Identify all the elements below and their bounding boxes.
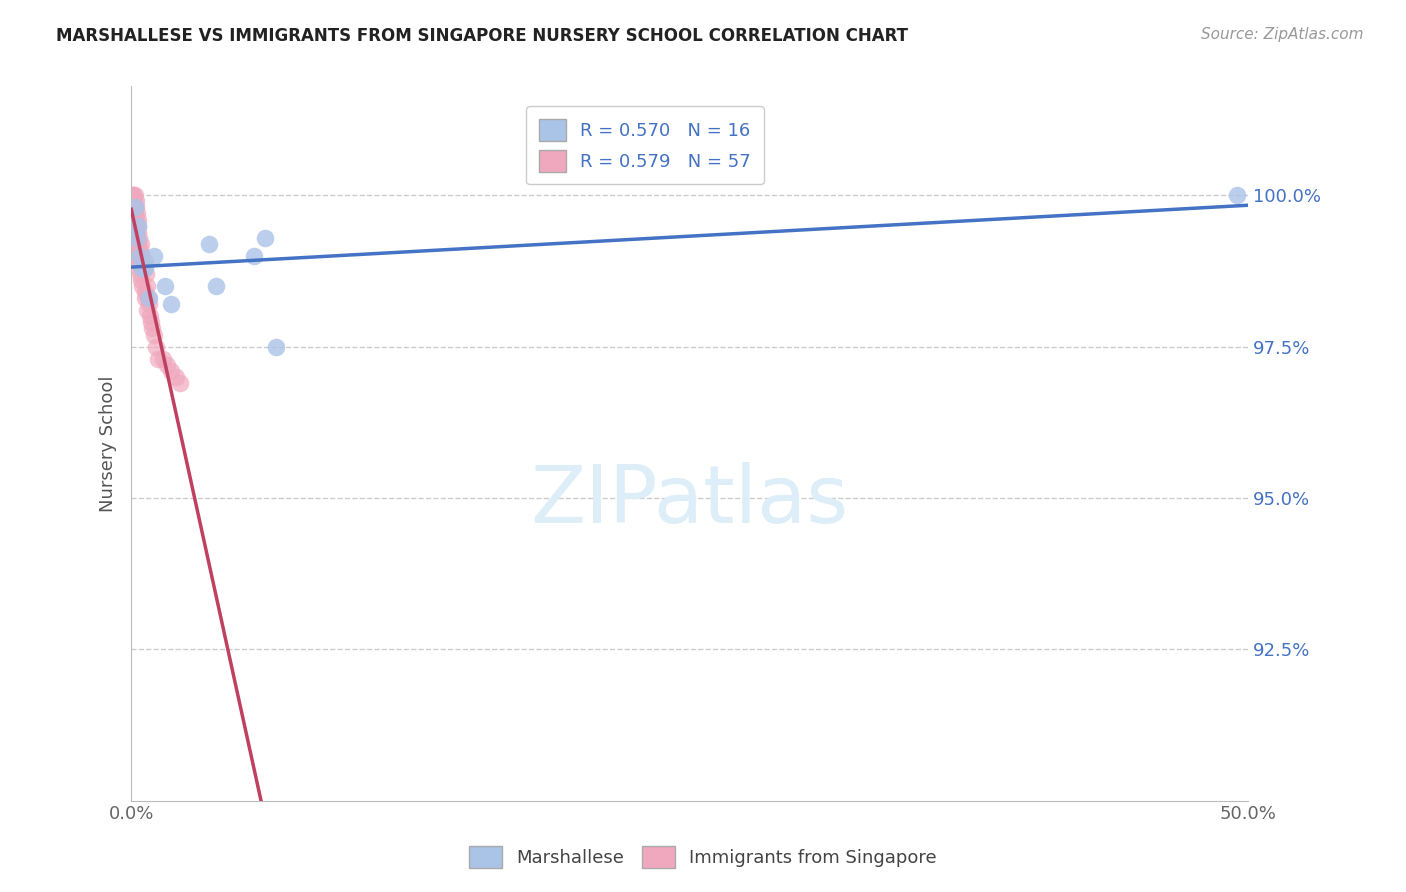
Point (243, 249, 266, 263)
Point (127, 219, 149, 233)
Point (121, 201, 143, 215)
Point (134, 255, 156, 269)
Point (121, 188, 143, 202)
Text: ZIPatlas: ZIPatlas (530, 462, 849, 540)
Point (128, 260, 150, 275)
Point (122, 188, 145, 202)
Point (129, 267, 152, 281)
Point (145, 340, 167, 354)
Point (129, 249, 152, 263)
Point (136, 291, 159, 305)
Point (125, 236, 148, 251)
Point (152, 351, 174, 366)
Point (205, 279, 228, 293)
Point (124, 206, 146, 220)
Point (198, 236, 221, 251)
Point (122, 201, 145, 215)
Point (122, 206, 145, 220)
Point (122, 194, 145, 209)
Point (128, 230, 150, 244)
Point (131, 249, 153, 263)
Point (142, 327, 165, 342)
Point (128, 243, 150, 257)
Point (125, 230, 148, 244)
Point (125, 230, 148, 244)
Point (138, 297, 160, 311)
Point (129, 273, 152, 287)
Point (125, 212, 148, 227)
Text: Source: ZipAtlas.com: Source: ZipAtlas.com (1201, 27, 1364, 42)
Point (124, 201, 146, 215)
Point (122, 188, 145, 202)
Point (129, 249, 152, 263)
Point (160, 364, 183, 378)
Point (134, 291, 156, 305)
Point (125, 206, 148, 220)
Point (138, 291, 160, 305)
Point (160, 297, 183, 311)
Point (124, 201, 146, 215)
Point (153, 279, 176, 293)
Y-axis label: Nursery School: Nursery School (100, 376, 117, 512)
Point (124, 219, 146, 233)
Point (131, 260, 153, 275)
Legend: Marshallese, Immigrants from Singapore: Marshallese, Immigrants from Singapore (458, 835, 948, 879)
Point (124, 188, 146, 202)
Point (169, 376, 191, 390)
Point (127, 219, 149, 233)
Point (134, 285, 156, 300)
Point (254, 230, 277, 244)
Point (141, 321, 163, 335)
Point (135, 279, 157, 293)
Point (132, 260, 155, 275)
Text: MARSHALLESE VS IMMIGRANTS FROM SINGAPORE NURSERY SCHOOL CORRELATION CHART: MARSHALLESE VS IMMIGRANTS FROM SINGAPORE… (56, 27, 908, 45)
Point (125, 243, 148, 257)
Point (165, 370, 187, 384)
Point (135, 303, 157, 318)
Point (129, 255, 152, 269)
Point (127, 255, 149, 269)
Point (142, 249, 165, 263)
Legend: R = 0.570   N = 16, R = 0.579   N = 57: R = 0.570 N = 16, R = 0.579 N = 57 (526, 106, 763, 185)
Point (131, 279, 153, 293)
Point (146, 351, 169, 366)
Point (141, 315, 163, 329)
Point (124, 225, 146, 239)
Point (127, 225, 149, 239)
Point (125, 201, 148, 215)
Point (135, 267, 157, 281)
Point (125, 194, 148, 209)
Point (127, 212, 149, 227)
Point (129, 236, 152, 251)
Point (156, 358, 179, 372)
Point (134, 260, 156, 275)
Point (127, 249, 149, 263)
Point (1226, 188, 1249, 202)
Point (122, 194, 145, 209)
Point (127, 236, 149, 251)
Point (266, 340, 288, 354)
Point (122, 212, 145, 227)
Point (139, 310, 162, 324)
